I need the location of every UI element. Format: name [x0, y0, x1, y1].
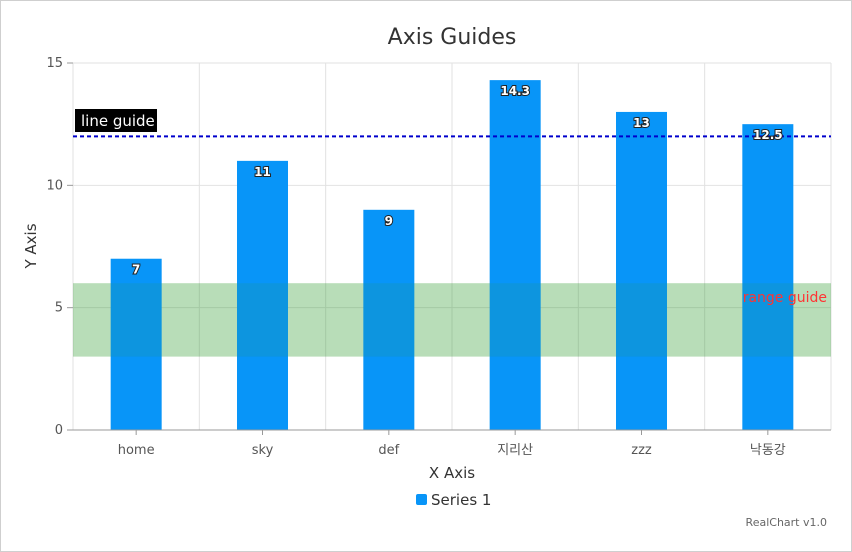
- x-axis-title: X Axis: [429, 464, 475, 482]
- chart-title: Axis Guides: [388, 25, 517, 50]
- credit: RealChart v1.0: [746, 516, 827, 529]
- data-label: 13: [633, 116, 650, 130]
- data-label: 12.5: [753, 128, 783, 142]
- x-tick-label: 지리산: [497, 443, 533, 458]
- x-tick-label: sky: [252, 443, 274, 458]
- line-guide: line guide: [73, 109, 831, 138]
- data-label: 7: [132, 263, 140, 277]
- bar[interactable]: [363, 209, 415, 430]
- legend[interactable]: Series 1: [416, 491, 491, 509]
- range-guide-overlay: [73, 283, 831, 357]
- data-label: 9: [385, 214, 393, 228]
- data-label: 11: [254, 165, 271, 179]
- line-guide-label-box: [75, 109, 157, 132]
- bar[interactable]: [742, 124, 794, 431]
- x-tick-label: home: [118, 443, 155, 458]
- bar[interactable]: [489, 80, 541, 431]
- y-tick-label: 15: [46, 56, 63, 71]
- legend-swatch: [416, 494, 427, 505]
- legend-label[interactable]: Series 1: [431, 491, 491, 509]
- bar[interactable]: [237, 160, 288, 430]
- bar[interactable]: [616, 111, 667, 430]
- y-axis-title: Y Axis: [22, 223, 40, 269]
- y-tick-label: 10: [46, 178, 63, 193]
- x-tick-label: zzz: [631, 443, 652, 458]
- x-tick-label: def: [378, 443, 399, 458]
- y-tick-label: 0: [55, 423, 63, 438]
- line-guide-label: line guide: [81, 112, 155, 130]
- data-label: 14.3: [500, 84, 530, 98]
- range-guide: [73, 283, 831, 357]
- y-tick-label: 5: [55, 301, 63, 316]
- bars[interactable]: [73, 80, 831, 431]
- bar[interactable]: [110, 258, 162, 430]
- axes: 0 5 10 15 home sky def 지리산 zzz 낙동강: [46, 56, 831, 458]
- range-guide-band: [73, 283, 831, 357]
- grid: [72, 62, 832, 431]
- data-labels: 7 11 9 14.3 13 12.5: [131, 83, 784, 278]
- x-tick-label: 낙동강: [750, 443, 786, 458]
- range-guide-label: range guide: [743, 290, 827, 306]
